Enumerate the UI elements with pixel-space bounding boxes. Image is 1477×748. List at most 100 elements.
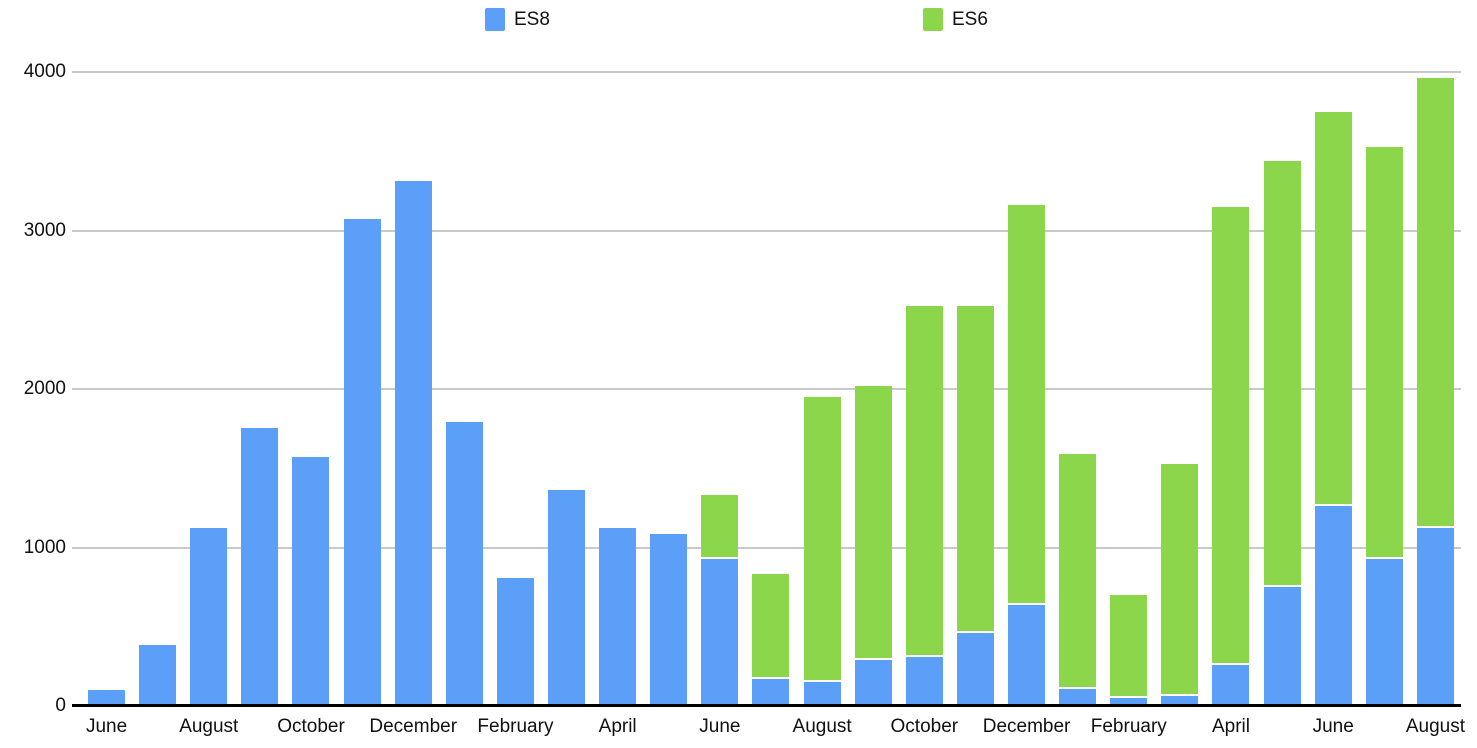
bar-8-january[interactable]: [439, 72, 490, 706]
bar-segment-es8[interactable]: [1059, 688, 1097, 706]
bar-segment-es8[interactable]: [599, 528, 637, 706]
bar-25-june[interactable]: [1308, 72, 1359, 706]
x-tick-label-23-april: April: [1211, 716, 1250, 737]
bar-segment-es8[interactable]: [139, 644, 177, 706]
bar-24-may[interactable]: [1257, 72, 1308, 706]
bar-segment-es8[interactable]: [1212, 664, 1250, 706]
bar-13-june[interactable]: [694, 72, 745, 706]
x-tick-label-1-june: June: [85, 716, 128, 737]
bar-6-november[interactable]: [337, 72, 388, 706]
y-tick-label-1000: 1000: [23, 536, 66, 558]
x-tick-label-15-august: August: [792, 716, 852, 737]
es8-swatch-icon: [485, 8, 505, 31]
y-tick-label-3000: 3000: [23, 219, 66, 241]
x-tick-label-13-june: June: [699, 716, 741, 737]
bar-segment-es6[interactable]: [1212, 206, 1250, 665]
bar-segment-es8[interactable]: [1110, 698, 1148, 706]
bar-segment-es6[interactable]: [803, 396, 841, 683]
bar-segment-es6[interactable]: [1365, 146, 1403, 559]
y-tick-label-4000: 4000: [23, 61, 66, 82]
bar-4-september[interactable]: [234, 72, 285, 706]
bar-10-march[interactable]: [541, 72, 592, 706]
bar-segment-es8[interactable]: [1416, 528, 1454, 706]
y-tick-label-2000: 2000: [23, 378, 66, 399]
bar-segment-es8[interactable]: [752, 679, 790, 706]
bar-segment-es6[interactable]: [701, 495, 739, 559]
chart-legend: ES8 ES6: [0, 0, 1477, 44]
x-tick-label-25-june: June: [1312, 716, 1354, 737]
bar-segment-es6[interactable]: [1314, 111, 1352, 507]
bar-19-december[interactable]: [1001, 72, 1052, 706]
legend-item-es8[interactable]: ES8: [485, 8, 550, 31]
bar-3-august[interactable]: [183, 72, 234, 706]
bar-segment-es8[interactable]: [88, 690, 126, 706]
bar-26-july[interactable]: [1359, 72, 1410, 706]
bar-21-february[interactable]: [1103, 72, 1154, 706]
plot-area: [72, 71, 1461, 707]
bar-segment-es8[interactable]: [1314, 506, 1352, 706]
gridline-2000: [72, 388, 1461, 390]
bar-segment-es8[interactable]: [650, 534, 688, 706]
x-tick-label-5-october: October: [277, 716, 345, 737]
bar-7-december[interactable]: [388, 72, 439, 706]
bars-layer: [81, 72, 1461, 706]
x-tick-label-17-october: October: [890, 716, 959, 737]
x-tick-label-7-december: December: [369, 716, 458, 737]
bar-22-march[interactable]: [1154, 72, 1205, 706]
bar-12-may[interactable]: [643, 72, 694, 706]
x-axis-baseline: [72, 704, 1461, 707]
bar-segment-es8[interactable]: [854, 660, 892, 706]
bar-1-june[interactable]: [81, 72, 132, 706]
bar-segment-es8[interactable]: [1161, 695, 1199, 706]
legend-item-es6[interactable]: ES6: [923, 8, 988, 31]
bar-segment-es8[interactable]: [190, 528, 228, 706]
bar-16-september[interactable]: [848, 72, 899, 706]
bar-segment-es6[interactable]: [905, 305, 943, 657]
bar-segment-es6[interactable]: [1059, 454, 1097, 689]
gridline-3000: [72, 229, 1461, 232]
bar-segment-es8[interactable]: [548, 489, 586, 706]
gridline-1000: [72, 546, 1461, 549]
bar-segment-es8[interactable]: [241, 427, 279, 706]
es6-swatch-icon: [923, 8, 943, 31]
bar-18-november[interactable]: [950, 72, 1001, 706]
bar-segment-es6[interactable]: [752, 574, 790, 680]
bar-17-october[interactable]: [899, 72, 950, 706]
bar-27-august[interactable]: [1410, 72, 1461, 706]
x-tick-label-11-april: April: [598, 716, 637, 737]
bar-9-february[interactable]: [490, 72, 541, 706]
bar-segment-es6[interactable]: [956, 305, 994, 634]
bar-segment-es8[interactable]: [343, 219, 381, 706]
x-tick-label-9-february: February: [477, 716, 554, 737]
bar-14-july[interactable]: [745, 72, 796, 706]
bar-15-august[interactable]: [797, 72, 848, 706]
bar-segment-es8[interactable]: [445, 422, 483, 706]
bar-segment-es8[interactable]: [1263, 587, 1301, 706]
x-tick-label-19-december: December: [982, 716, 1071, 737]
bar-segment-es8[interactable]: [496, 578, 534, 706]
bar-segment-es8[interactable]: [905, 656, 943, 706]
bar-segment-es8[interactable]: [1008, 604, 1046, 706]
bar-segment-es8[interactable]: [292, 457, 330, 706]
gridline-4000: [72, 71, 1461, 73]
bar-segment-es8[interactable]: [803, 682, 841, 706]
bar-segment-es6[interactable]: [1416, 78, 1454, 529]
legend-label-es8: ES8: [514, 9, 550, 30]
bar-20-january[interactable]: [1052, 72, 1103, 706]
bar-segment-es6[interactable]: [1110, 595, 1148, 699]
bar-segment-es8[interactable]: [701, 558, 739, 706]
bar-segment-es6[interactable]: [1161, 463, 1199, 696]
bar-segment-es8[interactable]: [956, 633, 994, 706]
bar-5-october[interactable]: [285, 72, 336, 706]
bar-11-april[interactable]: [592, 72, 643, 706]
bar-segment-es6[interactable]: [1008, 205, 1046, 605]
bar-segment-es8[interactable]: [394, 181, 432, 706]
bar-2-july[interactable]: [132, 72, 183, 706]
legend-label-es6: ES6: [952, 9, 988, 30]
bar-segment-es6[interactable]: [854, 385, 892, 661]
x-tick-label-27-august: August: [1405, 716, 1466, 737]
bar-23-april[interactable]: [1205, 72, 1256, 706]
bar-segment-es8[interactable]: [1365, 558, 1403, 706]
bar-segment-es6[interactable]: [1263, 160, 1301, 588]
